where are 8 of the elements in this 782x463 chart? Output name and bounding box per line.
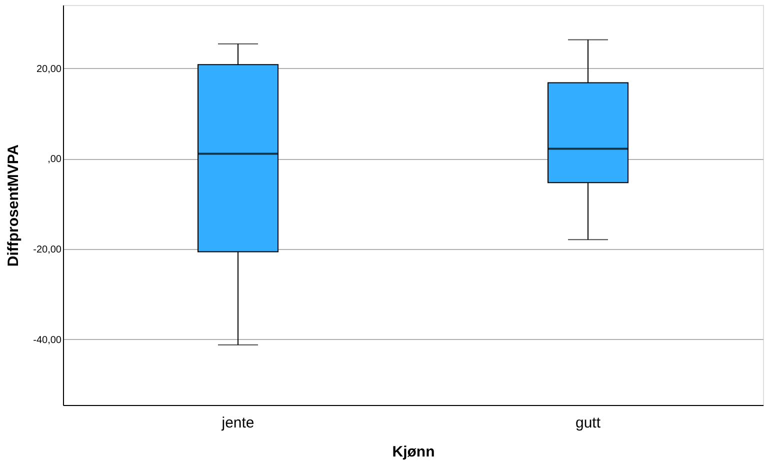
y-axis-title: DiffprosentMVPA xyxy=(5,144,22,267)
x-tick-label: jente xyxy=(220,414,254,432)
y-tick-label: 20,00 xyxy=(36,64,62,75)
y-tick-label: -40,00 xyxy=(33,334,62,346)
y-tick-label: ,00 xyxy=(48,154,62,166)
x-tick-label: gutt xyxy=(575,414,602,432)
x-axis-title: Kjønn xyxy=(392,444,435,460)
y-tick-label: -20,00 xyxy=(33,244,62,256)
